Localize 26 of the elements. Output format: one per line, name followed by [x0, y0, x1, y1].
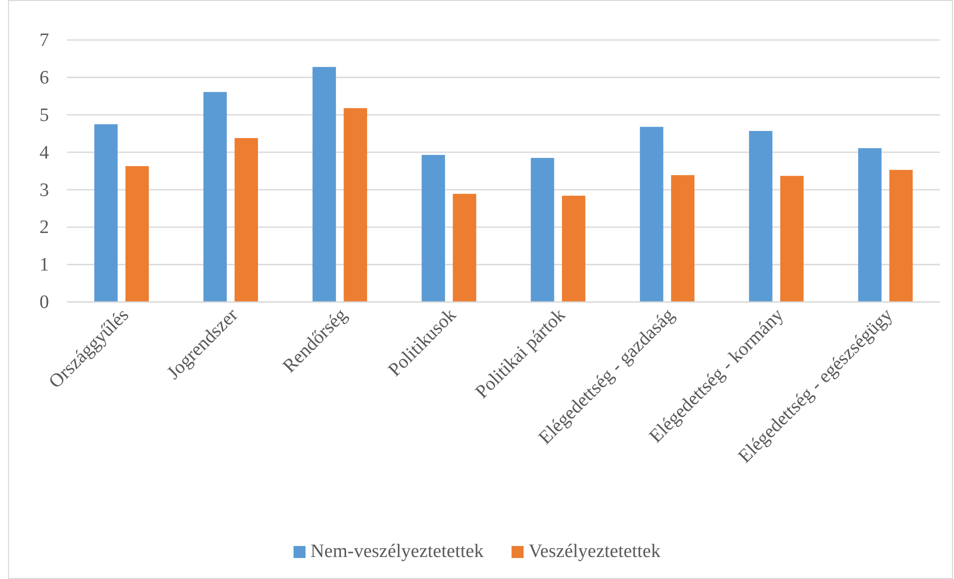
bar [203, 92, 227, 302]
y-tick-label: 0 [40, 292, 49, 314]
bar [422, 154, 446, 302]
y-tick-label: 6 [40, 68, 49, 89]
bar [452, 194, 476, 302]
bar [312, 66, 336, 302]
bar [889, 170, 913, 302]
bar [780, 176, 804, 302]
bar [562, 196, 586, 302]
legend-label: Veszélyeztetettek [528, 541, 661, 562]
bar [234, 138, 258, 302]
bar [858, 148, 882, 302]
bar [125, 166, 149, 302]
bar [671, 175, 694, 302]
y-tick-label: 7 [40, 30, 49, 52]
y-tick-label: 3 [40, 180, 49, 201]
bar [749, 130, 772, 302]
bar [530, 158, 554, 302]
y-tick-label: 5 [40, 104, 49, 126]
bar [344, 108, 368, 302]
legend-label: Nem-veszélyeztetettek [310, 541, 484, 562]
bar [94, 124, 118, 302]
y-tick-label: 1 [40, 254, 49, 276]
y-tick-label: 4 [40, 142, 50, 164]
bar [640, 126, 664, 302]
y-tick-label: 2 [40, 217, 49, 238]
